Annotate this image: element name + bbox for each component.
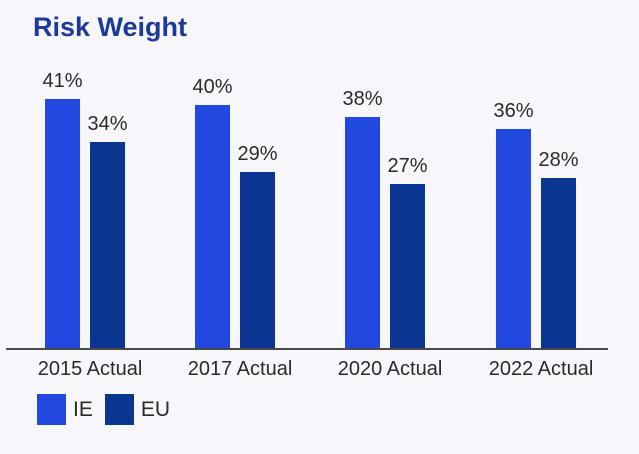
legend-swatch-eu bbox=[104, 394, 134, 425]
legend-label-eu: EU bbox=[140, 397, 171, 421]
category-label-2017: 2017 Actual bbox=[187, 358, 293, 380]
value-label-ie-2015: 41% bbox=[42, 70, 83, 92]
legend-label-ie: IE bbox=[73, 397, 93, 421]
chart-title: Risk Weight bbox=[33, 12, 188, 42]
bar-eu-2022 bbox=[541, 178, 576, 348]
bar-eu-2015 bbox=[90, 142, 125, 348]
category-label-2022: 2022 Actual bbox=[488, 358, 594, 380]
legend-swatch-ie bbox=[37, 394, 66, 425]
value-label-eu-2022: 28% bbox=[538, 149, 579, 171]
category-label-2015: 2015 Actual bbox=[37, 358, 143, 380]
value-label-eu-2015: 34% bbox=[87, 113, 128, 135]
bar-ie-2020 bbox=[345, 117, 380, 348]
value-label-eu-2020: 27% bbox=[387, 155, 428, 177]
legend-item-eu: EU bbox=[104, 394, 171, 425]
legend-item-ie: IE bbox=[37, 394, 93, 425]
bar-eu-2020 bbox=[390, 184, 425, 348]
bar-eu-2017 bbox=[240, 172, 275, 348]
bar-ie-2022 bbox=[496, 129, 531, 348]
category-label-2020: 2020 Actual bbox=[337, 358, 443, 380]
bar-ie-2017 bbox=[195, 105, 230, 348]
value-label-ie-2017: 40% bbox=[192, 76, 233, 98]
legend: IE EU bbox=[37, 394, 170, 425]
value-label-ie-2022: 36% bbox=[493, 100, 534, 122]
value-label-eu-2017: 29% bbox=[237, 143, 278, 165]
x-axis-line bbox=[6, 348, 608, 350]
value-label-ie-2020: 38% bbox=[342, 88, 383, 110]
bar-ie-2015 bbox=[45, 99, 80, 348]
